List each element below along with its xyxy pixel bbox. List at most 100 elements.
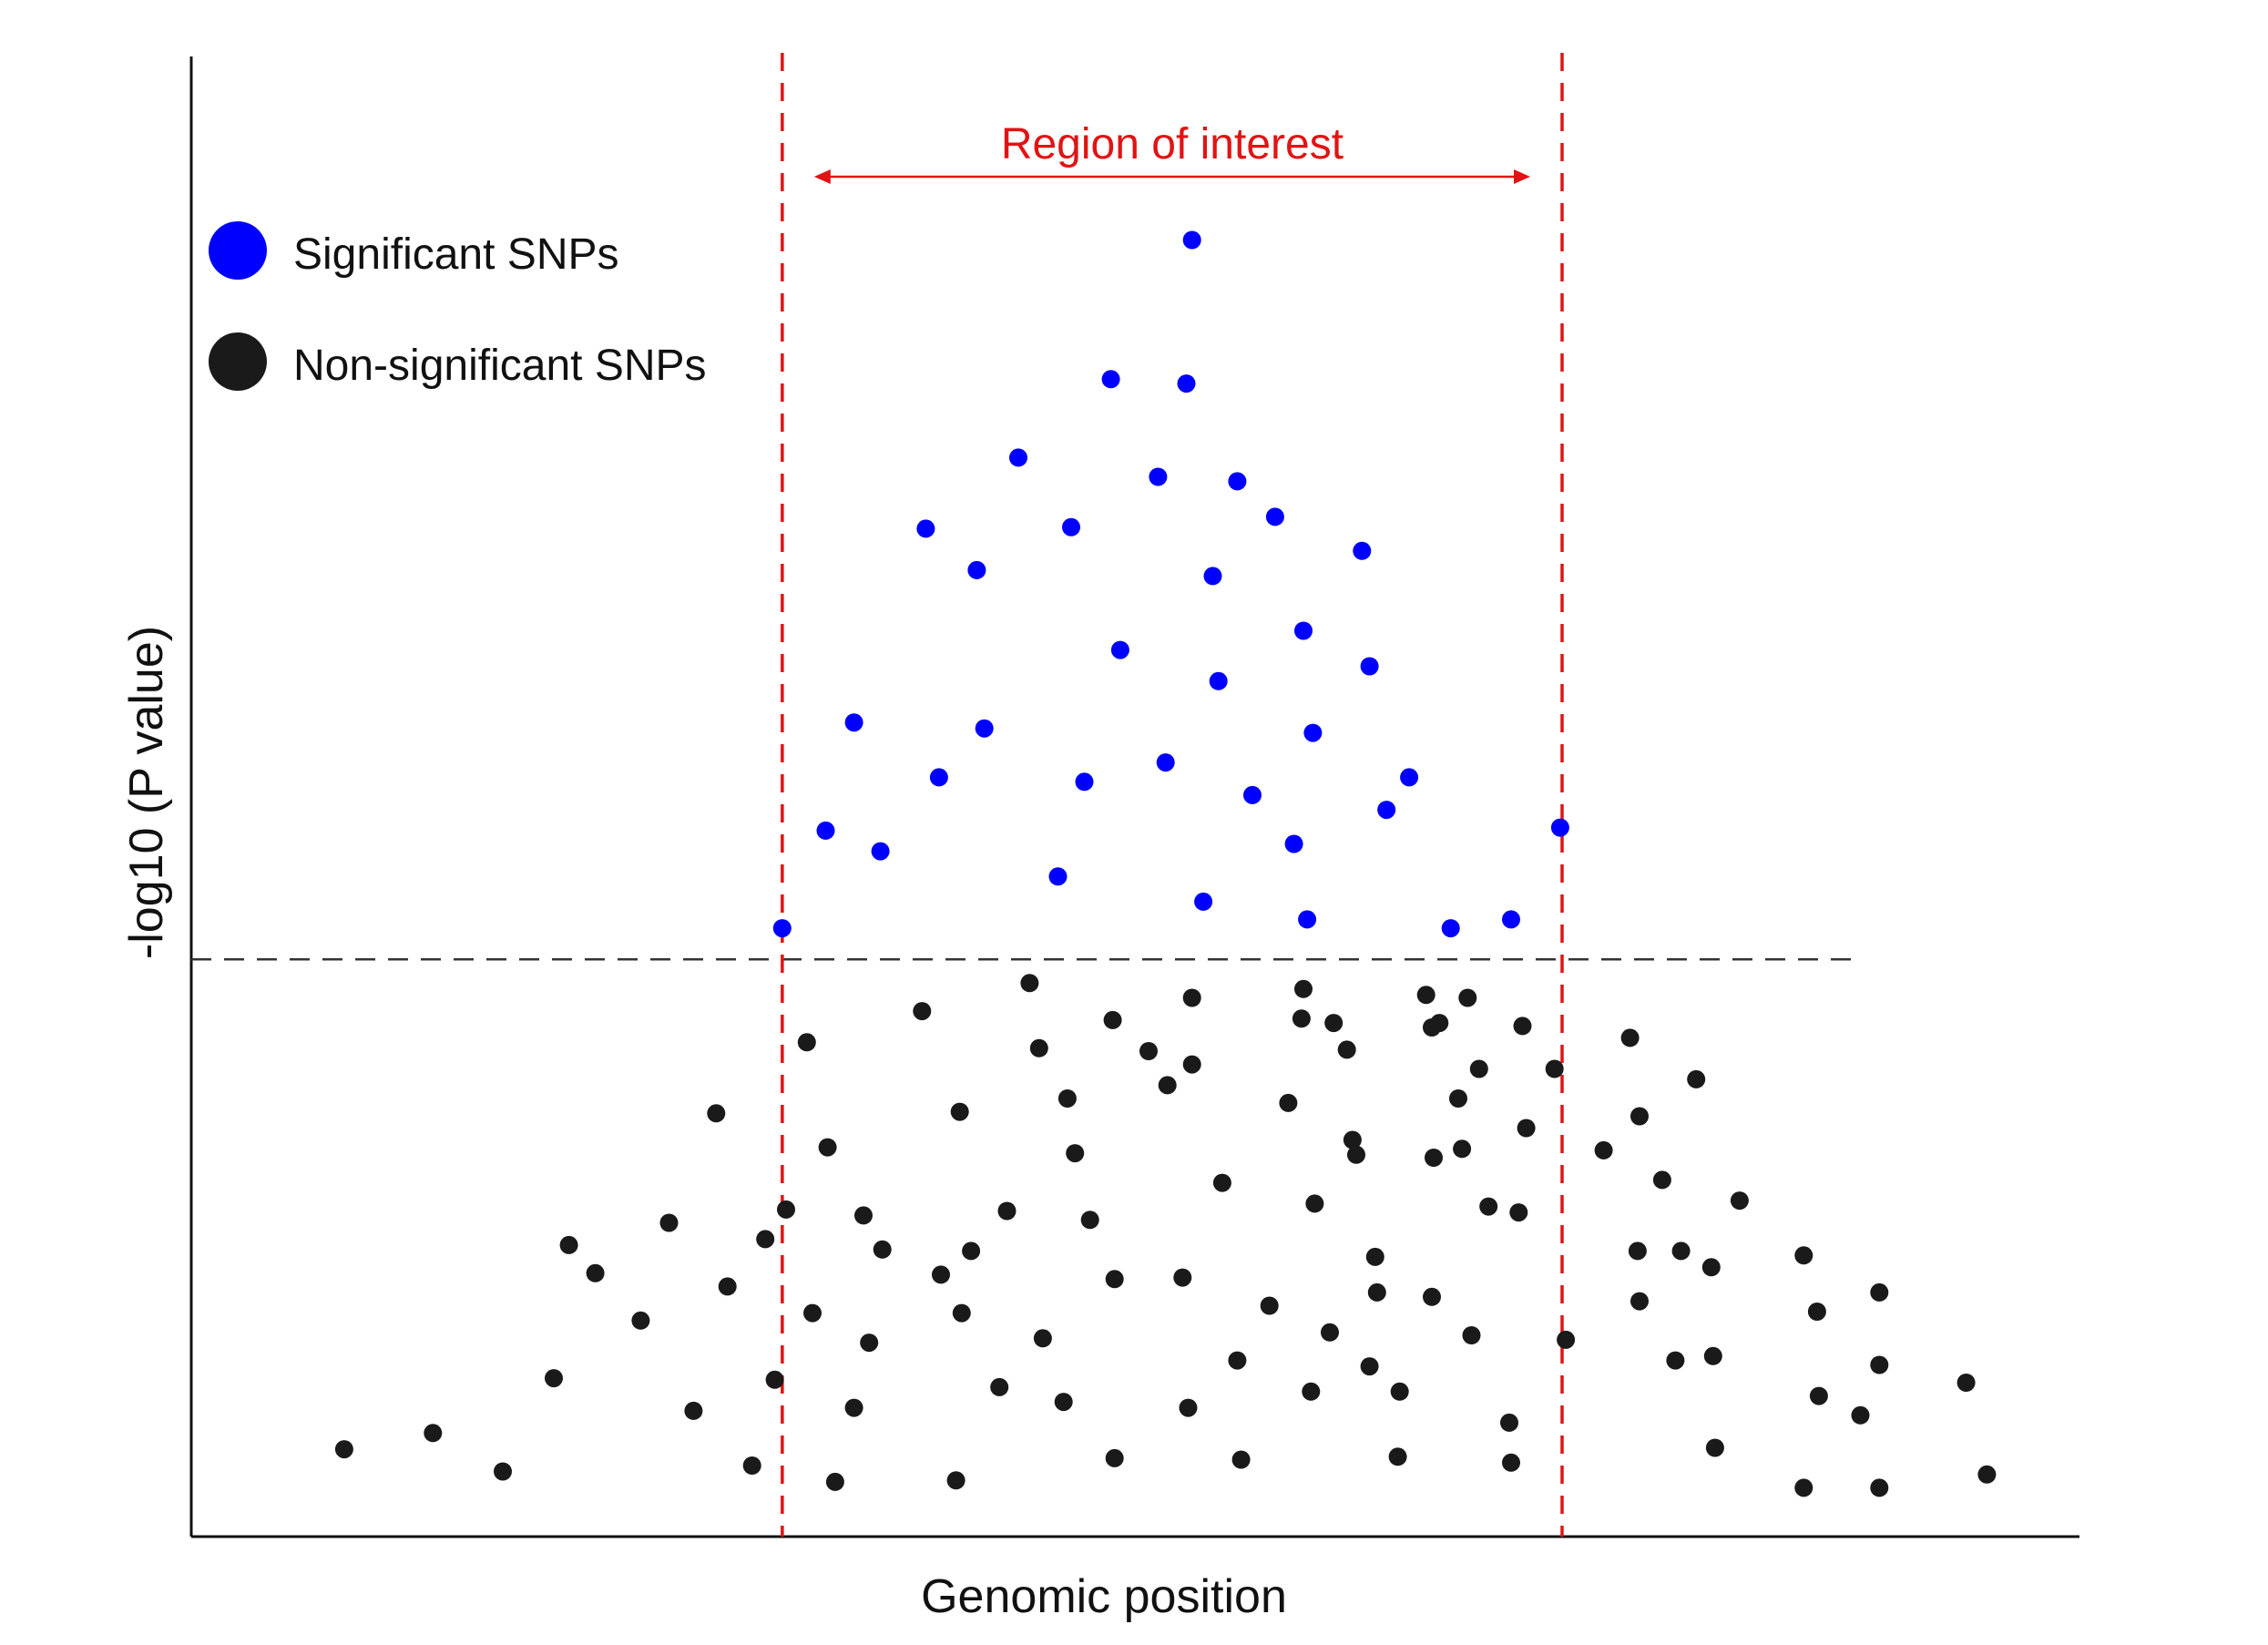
non-significant-snp-point [1517,1119,1536,1138]
significant-snp-point [1284,834,1303,853]
non-significant-snp-point [1103,1010,1122,1029]
region-of-interest-arrow [813,169,1530,184]
non-significant-snp-point [1390,1382,1409,1401]
non-significant-snp-point [932,1265,950,1284]
legend-marker-non-significant [209,332,267,391]
non-significant-snp-point [990,1377,1009,1396]
region-arrow-left-head [813,169,831,184]
region-of-interest-label: Region of interest [1001,120,1343,169]
non-significant-snp-point [962,1241,981,1261]
non-significant-snp-point [631,1311,650,1330]
non-significant-snp-point [1703,1346,1722,1365]
significant-snp-point [1009,448,1027,467]
non-significant-snp-point [1139,1042,1158,1060]
significant-snp-point [1294,621,1313,640]
non-significant-snp-point [1666,1351,1685,1370]
non-significant-snp-point [1671,1241,1691,1261]
non-significant-snp-point [659,1213,679,1232]
non-significant-snp-point [1294,979,1313,998]
non-significant-snp-point [1851,1405,1870,1425]
non-significant-snp-point [1260,1296,1279,1315]
non-significant-snp-point [1870,1282,1889,1302]
non-significant-snp-point [1430,1014,1449,1033]
non-significant-snp-point [1594,1140,1613,1160]
significant-snp-point [1075,772,1094,792]
non-significant-snp-point [950,1102,969,1121]
non-significant-snp-point [1182,988,1201,1007]
non-significant-snp-point [1513,1017,1532,1036]
non-significant-snp-point [1228,1351,1247,1370]
non-significant-snp-point [1347,1145,1365,1164]
non-significant-snp-point [1620,1028,1640,1047]
non-significant-snp-point [707,1104,726,1123]
non-significant-snp-point [1794,1246,1813,1265]
non-significant-snp-point [1545,1059,1564,1078]
non-significant-snp-point [873,1240,892,1259]
non-significant-snp-point [1705,1438,1724,1457]
non-significant-snp-point [844,1398,863,1417]
significant-snp-point [1353,541,1372,560]
significant-snp-point [929,768,948,787]
significant-snp-point [1360,657,1379,676]
non-significant-snp-point [1479,1197,1498,1216]
non-significant-snp-point [1360,1357,1379,1376]
significant-snp-point [1149,467,1168,486]
non-significant-snp-point [1292,1009,1311,1028]
non-significant-snp-point [1458,988,1477,1007]
non-significant-snp-point [1416,986,1435,1005]
significant-snp-point [1194,892,1213,911]
significant-snp-point [1182,230,1201,250]
significant-snp-point [1062,517,1080,536]
non-significant-snp-point [1182,1055,1201,1074]
significant-snp-point [1502,910,1520,929]
significant-snp-point [772,919,792,938]
non-significant-snp-point [1807,1303,1826,1321]
legend-marker-significant [209,221,267,280]
non-significant-snp-point [1302,1382,1321,1401]
non-significant-snp-point [1337,1040,1356,1059]
data-points [334,230,1997,1497]
non-significant-snp-point [1388,1447,1407,1466]
non-significant-snp-point [860,1333,879,1353]
non-significant-snp-point [684,1401,703,1420]
significant-snp-point [1377,801,1396,820]
non-significant-snp-point [1870,1355,1889,1374]
significant-snp-point [816,821,835,840]
significant-snp-point [1400,768,1419,787]
non-significant-snp-point [756,1230,775,1249]
significant-snp-point [1048,867,1068,886]
non-significant-snp-point [1066,1144,1085,1163]
significant-snp-point [1228,472,1247,491]
significant-snp-point [916,519,935,538]
non-significant-snp-point [1628,1241,1647,1261]
y-axis-title: -log10 (P value) [120,626,173,959]
non-significant-snp-point [1173,1268,1192,1287]
significant-snp-point [1550,818,1569,837]
non-significant-snp-point [818,1138,837,1157]
non-significant-snp-point [765,1370,784,1389]
non-significant-snp-point [1956,1374,1976,1392]
significant-snp-point [1209,671,1228,690]
non-significant-snp-point [1557,1330,1576,1349]
non-significant-snp-point [997,1201,1017,1221]
significant-snp-point [1101,370,1120,389]
significant-snp-point [1156,753,1175,772]
non-significant-snp-point [803,1303,822,1323]
significant-snp-point [1177,374,1196,393]
legend-label-significant: Significant SNPs [293,230,619,279]
non-significant-snp-point [777,1200,795,1219]
non-significant-snp-point [1365,1247,1384,1266]
significant-snp-point [1441,919,1460,938]
non-significant-snp-point [586,1263,605,1282]
non-significant-snp-point [1305,1194,1324,1213]
significant-snp-point [1265,507,1284,526]
legend-label-non-significant: Non-significant SNPs [293,342,707,390]
non-significant-snp-point [1105,1448,1124,1467]
non-significant-snp-point [334,1440,353,1459]
non-significant-snp-point [1977,1465,1997,1484]
x-axis-title: Genomic position [921,1570,1287,1623]
non-significant-snp-point [1462,1326,1481,1344]
non-significant-snp-point [494,1462,512,1481]
non-significant-snp-point [424,1424,443,1443]
